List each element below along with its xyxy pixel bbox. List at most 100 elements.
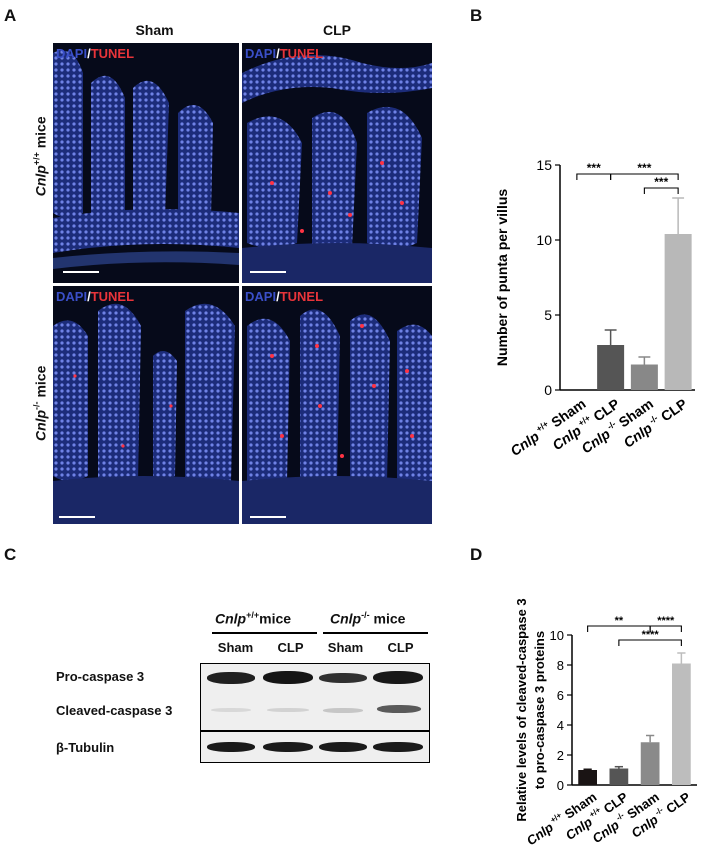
bar [578, 770, 597, 785]
lane-label: Sham [217, 640, 254, 655]
stain-slash: / [276, 289, 280, 304]
y-tick-label: 0 [557, 778, 564, 793]
y-tick-label: 2 [557, 748, 564, 763]
blot-group-gene: Cnlp [215, 610, 247, 627]
significance-bracket [643, 187, 679, 194]
row-label-gene: Cnlp [32, 409, 49, 442]
blot-group-gene: Cnlp [330, 610, 362, 627]
row-label-suffix: mice [32, 116, 49, 153]
row-label-knockout: Cnlp-/- mice [32, 333, 49, 473]
blot-group-underline [323, 632, 428, 634]
blot-caspase3 [200, 663, 430, 731]
y-tick-label: 8 [557, 658, 564, 673]
scale-bar [63, 271, 99, 273]
row-label-genotype: +/+ [31, 152, 42, 166]
category-condition: CLP [655, 395, 690, 426]
micrograph-ko-clp-image [242, 286, 432, 524]
band-pro-caspase3 [373, 671, 423, 684]
stain-slash: / [87, 46, 91, 61]
row-label-wildtype: Cnlp+/+ mice [32, 86, 49, 226]
stain-legend: DAPI/TUNEL [56, 46, 134, 61]
blot-row-label: Pro-caspase 3 [56, 669, 145, 684]
bar [672, 663, 691, 785]
micrograph-wt-clp-image [242, 43, 432, 283]
band-cleaved-caspase3 [211, 708, 251, 712]
significance-bracket [618, 639, 682, 646]
blot-group-wildtype: Cnlp+/+mice [215, 610, 291, 627]
y-tick-label: 0 [544, 382, 552, 398]
band-pro-caspase3 [207, 672, 255, 684]
bar [609, 768, 629, 785]
stain-legend: DAPI/TUNEL [245, 289, 323, 304]
y-axis-label: Number of punta per villus [494, 189, 510, 367]
column-header-sham: Sham [135, 22, 174, 38]
panel-d-label: D [470, 545, 483, 564]
bar [630, 364, 658, 390]
bar [664, 234, 692, 390]
band-cleaved-caspase3 [267, 708, 309, 712]
significance-label: ** [615, 615, 624, 627]
y-tick-label: 10 [536, 232, 552, 248]
lane-label: Sham [327, 640, 364, 655]
stain-dapi: DAPI [245, 46, 277, 61]
micrograph-wt-clp: DAPI/TUNEL [242, 43, 432, 283]
stain-tunel: TUNEL [279, 289, 324, 304]
category-condition: CLP [660, 789, 693, 818]
stain-tunel: TUNEL [90, 289, 135, 304]
band-tubulin [373, 742, 423, 752]
micrograph-ko-sham: DAPI/TUNEL [53, 286, 239, 524]
panel-a-label: A [4, 6, 17, 25]
y-tick-label: 6 [557, 688, 564, 703]
blot-group-suffix: mice [369, 610, 406, 627]
row-label-genotype: -/- [31, 401, 42, 410]
y-axis-label: to pro-caspase 3 proteins [532, 631, 547, 789]
significance-label: **** [657, 615, 675, 627]
panel-c-label: C [4, 545, 17, 564]
bar [597, 345, 625, 390]
scale-bar [250, 516, 286, 518]
blot-group-genotype: +/+ [246, 610, 260, 620]
significance-label: *** [637, 161, 651, 175]
stain-dapi: DAPI [56, 289, 88, 304]
y-tick-label: 10 [550, 628, 564, 643]
stain-slash: / [87, 289, 91, 304]
scale-bar [250, 271, 286, 273]
y-tick-label: 15 [536, 157, 552, 173]
band-cleaved-caspase3 [377, 705, 421, 713]
micrograph-ko-clp: DAPI/TUNEL [242, 286, 432, 524]
stain-dapi: DAPI [56, 46, 88, 61]
blot-group-knockout: Cnlp-/- mice [330, 610, 405, 627]
significance-label: **** [642, 629, 660, 641]
micrograph-ko-sham-image [53, 286, 239, 524]
band-tubulin [263, 742, 313, 752]
band-tubulin [207, 742, 255, 752]
chart-d: 0 2 4 6 8 10 Relative levels of cleaved-caspas… [514, 598, 697, 848]
row-label-suffix: mice [32, 365, 49, 402]
micrograph-wt-sham: DAPI/TUNEL [53, 43, 239, 283]
band-tubulin [319, 742, 367, 752]
stain-slash: / [276, 46, 280, 61]
lane-label: CLP [277, 640, 304, 655]
blot-row-label: Cleaved-caspase 3 [56, 703, 173, 718]
significance-bracket [649, 625, 682, 632]
stain-tunel: TUNEL [279, 46, 324, 61]
stain-tunel: TUNEL [90, 46, 135, 61]
y-tick-label: 5 [544, 307, 552, 323]
bar [640, 742, 660, 785]
blot-group-underline [212, 632, 317, 634]
band-pro-caspase3 [263, 671, 313, 684]
panel-b-label: B [470, 6, 483, 25]
significance-label: *** [654, 175, 668, 189]
y-axis-label: Relative levels of cleaved-caspase 3 [514, 598, 529, 821]
stain-dapi: DAPI [245, 289, 277, 304]
band-cleaved-caspase3 [323, 708, 363, 713]
band-pro-caspase3 [319, 673, 367, 683]
stain-legend: DAPI/TUNEL [245, 46, 323, 61]
significance-bracket [610, 173, 679, 180]
blot-row-label: β-Tubulin [56, 740, 115, 755]
micrograph-wt-sham-image [53, 43, 239, 283]
scale-bar [59, 516, 95, 518]
significance-label: *** [587, 161, 601, 175]
column-header-clp: CLP [323, 22, 351, 38]
